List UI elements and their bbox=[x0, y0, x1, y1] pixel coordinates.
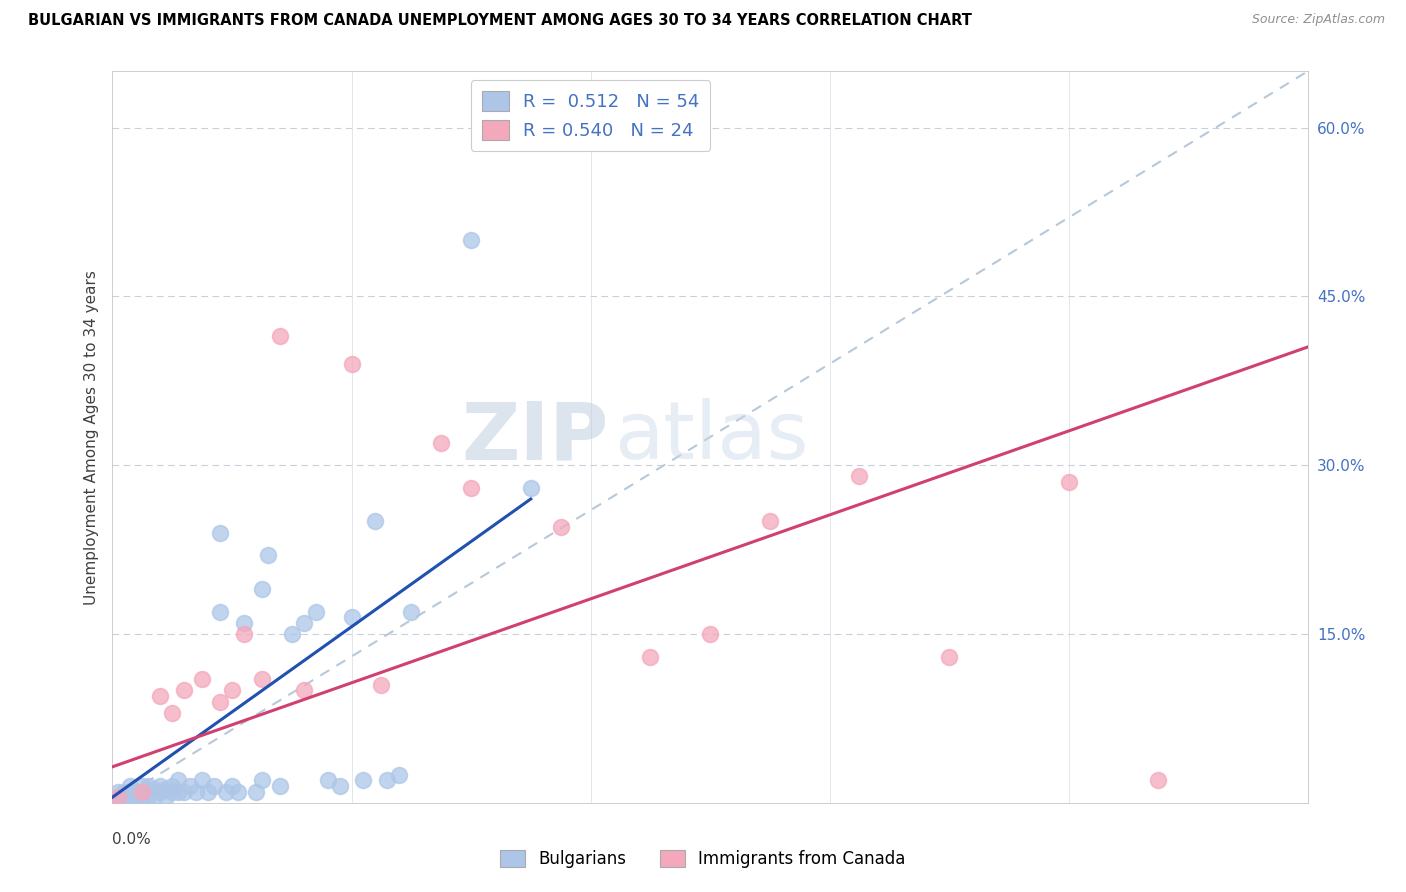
Text: ZIP: ZIP bbox=[461, 398, 609, 476]
Point bbox=[131, 790, 153, 805]
Point bbox=[388, 767, 411, 781]
Point bbox=[938, 649, 960, 664]
Point bbox=[226, 784, 249, 798]
Point bbox=[460, 233, 482, 247]
Point bbox=[401, 605, 423, 619]
Point bbox=[1147, 773, 1170, 788]
Point bbox=[209, 525, 232, 540]
Point bbox=[550, 520, 572, 534]
Point bbox=[173, 683, 195, 698]
Point bbox=[149, 779, 172, 793]
Point bbox=[281, 627, 304, 641]
Point bbox=[143, 790, 166, 805]
Point bbox=[316, 773, 339, 788]
Point bbox=[209, 694, 232, 708]
Point bbox=[221, 779, 243, 793]
Point bbox=[269, 779, 291, 793]
Point bbox=[292, 615, 315, 630]
Point bbox=[377, 773, 399, 788]
Point bbox=[131, 779, 153, 793]
Point bbox=[370, 678, 392, 692]
Point bbox=[460, 481, 482, 495]
Point bbox=[162, 706, 183, 720]
Point bbox=[340, 610, 363, 624]
Point bbox=[520, 481, 543, 495]
Point bbox=[107, 784, 129, 798]
Point bbox=[250, 582, 273, 596]
Point bbox=[143, 782, 166, 797]
Point bbox=[257, 548, 280, 562]
Point bbox=[305, 605, 328, 619]
Point bbox=[430, 435, 453, 450]
Point bbox=[292, 683, 315, 698]
Point bbox=[162, 784, 183, 798]
Point bbox=[699, 627, 721, 641]
Point bbox=[202, 779, 225, 793]
Point bbox=[107, 790, 129, 805]
Point bbox=[179, 779, 201, 793]
Point bbox=[131, 784, 153, 798]
Point bbox=[173, 784, 195, 798]
Point bbox=[191, 773, 214, 788]
Point bbox=[186, 784, 208, 798]
Point bbox=[114, 784, 135, 798]
Point bbox=[353, 773, 375, 788]
Point bbox=[1057, 475, 1080, 489]
Point bbox=[209, 605, 232, 619]
Point bbox=[269, 328, 291, 343]
Point bbox=[197, 784, 219, 798]
Text: atlas: atlas bbox=[614, 398, 808, 476]
Point bbox=[250, 773, 273, 788]
Point bbox=[167, 784, 190, 798]
Legend: Bulgarians, Immigrants from Canada: Bulgarians, Immigrants from Canada bbox=[494, 843, 912, 875]
Legend: R =  0.512   N = 54, R = 0.540   N = 24: R = 0.512 N = 54, R = 0.540 N = 24 bbox=[471, 80, 710, 151]
Point bbox=[250, 672, 273, 686]
Text: BULGARIAN VS IMMIGRANTS FROM CANADA UNEMPLOYMENT AMONG AGES 30 TO 34 YEARS CORRE: BULGARIAN VS IMMIGRANTS FROM CANADA UNEM… bbox=[28, 13, 972, 29]
Point bbox=[155, 782, 177, 797]
Point bbox=[340, 357, 363, 371]
Point bbox=[131, 784, 153, 798]
Point bbox=[191, 672, 214, 686]
Point bbox=[114, 790, 135, 805]
Point bbox=[233, 627, 256, 641]
Point bbox=[329, 779, 352, 793]
Point bbox=[245, 784, 267, 798]
Point bbox=[120, 779, 142, 793]
Point bbox=[233, 615, 256, 630]
Point bbox=[155, 790, 177, 805]
Text: 0.0%: 0.0% bbox=[112, 832, 152, 847]
Text: Source: ZipAtlas.com: Source: ZipAtlas.com bbox=[1251, 13, 1385, 27]
Point bbox=[640, 649, 662, 664]
Point bbox=[149, 689, 172, 703]
Point bbox=[167, 773, 190, 788]
Y-axis label: Unemployment Among Ages 30 to 34 years: Unemployment Among Ages 30 to 34 years bbox=[83, 269, 98, 605]
Point bbox=[107, 790, 129, 805]
Point bbox=[138, 779, 160, 793]
Point bbox=[120, 790, 142, 805]
Point bbox=[120, 784, 142, 798]
Point bbox=[364, 515, 387, 529]
Point bbox=[125, 784, 148, 798]
Point bbox=[215, 784, 238, 798]
Point bbox=[759, 515, 782, 529]
Point bbox=[125, 790, 148, 805]
Point bbox=[149, 784, 172, 798]
Point bbox=[138, 790, 160, 805]
Point bbox=[848, 469, 870, 483]
Point bbox=[162, 779, 183, 793]
Point bbox=[221, 683, 243, 698]
